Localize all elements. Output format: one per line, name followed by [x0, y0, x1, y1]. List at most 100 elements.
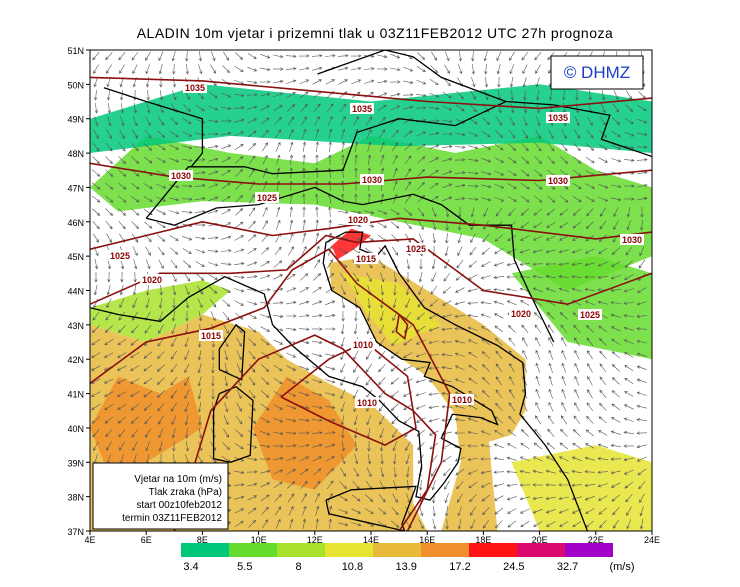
lat-label: 39N — [67, 458, 84, 468]
lon-label: 4E — [84, 535, 95, 545]
isobar — [395, 313, 409, 341]
watermark-box — [550, 55, 644, 90]
isobar-label: 1010 — [357, 398, 377, 408]
colorbar-label: 24.5 — [503, 561, 524, 573]
colorbar-units: (m/s) — [609, 561, 634, 573]
isobar-label-bg — [350, 103, 374, 114]
isobar — [90, 76, 652, 110]
isobar-label: 1035 — [352, 104, 372, 114]
isobar-label-bg — [546, 112, 570, 123]
isobar-label-bg — [108, 250, 132, 261]
lon-label: 12E — [307, 535, 323, 545]
isobar-label: 1010 — [452, 395, 472, 405]
isobar-label: 1020 — [142, 275, 162, 285]
lon-label: 10E — [251, 535, 267, 545]
lat-label: 51N — [67, 46, 84, 56]
wind-shading — [511, 256, 652, 360]
coastline — [218, 323, 246, 381]
isobar-label-bg — [351, 339, 375, 350]
isobar-label-bg — [255, 192, 279, 203]
wind-shading — [90, 280, 231, 342]
isobar-label: 1020 — [511, 309, 531, 319]
lon-label: 16E — [419, 535, 435, 545]
lon-label: 14E — [363, 535, 379, 545]
isobar-label: 1035 — [548, 113, 568, 123]
isobar — [280, 341, 417, 446]
colorbar-label: 10.8 — [342, 561, 363, 573]
lon-label: 18E — [475, 535, 491, 545]
lat-label: 49N — [67, 115, 84, 125]
colorbar-label: 8 — [296, 561, 302, 573]
info-line: Tlak zraka (hPa) — [149, 487, 222, 498]
lon-label: 24E — [644, 535, 660, 545]
colorbar-label: 3.4 — [183, 561, 198, 573]
colorbar-swatch — [469, 543, 517, 557]
colorbar-label: 32.7 — [557, 561, 578, 573]
map-title: ALADIN 10m vjetar i prizemni tlak u 03Z1… — [137, 25, 614, 41]
isobar-label-bg — [183, 82, 207, 93]
lon-label: 20E — [532, 535, 548, 545]
coastline — [103, 87, 204, 168]
isobar-label: 1030 — [622, 235, 642, 245]
coastline — [145, 100, 652, 219]
wind-shading — [90, 135, 652, 291]
isobar-label-bg — [546, 175, 570, 186]
isobar-label: 1025 — [580, 310, 600, 320]
colorbar-swatch — [181, 543, 229, 557]
coastline — [317, 50, 507, 103]
lat-label: 43N — [67, 321, 84, 331]
isobar-label: 1010 — [353, 340, 373, 350]
lat-label: 45N — [67, 252, 84, 262]
colorbar-swatch — [229, 543, 277, 557]
lat-label: 37N — [67, 527, 84, 537]
isobar — [90, 217, 652, 250]
colorbar-swatch — [325, 543, 373, 557]
lat-label: 41N — [67, 390, 84, 400]
isobar-label: 1030 — [548, 176, 568, 186]
isobar-label-bg — [578, 309, 602, 320]
coastline — [146, 186, 555, 343]
colorbar-swatch — [373, 543, 421, 557]
map-area: 1035 1035 1035 1030 1030 1030 1030 1025 1025 1025… — [90, 50, 652, 531]
isobar-label-bg — [355, 397, 379, 408]
colorbar-swatch — [565, 543, 613, 557]
isobar-label: 1035 — [185, 83, 205, 93]
lon-label: 22E — [588, 535, 604, 545]
isobar-label-bg — [169, 170, 193, 181]
isobar-label: 1030 — [171, 171, 191, 181]
isobar-label-bg — [140, 274, 164, 285]
info-line: termin 03Z11FEB2012 — [122, 513, 222, 524]
colorbar-swatch — [517, 543, 565, 557]
isobar — [173, 334, 437, 531]
isobar-label-bg — [404, 243, 428, 254]
isobar-label-bg — [450, 394, 474, 405]
lat-label: 50N — [67, 80, 84, 90]
watermark: © DHMZ — [564, 63, 630, 82]
isobar-label-bg — [620, 234, 644, 245]
colorbar-label: 5.5 — [237, 561, 252, 573]
colorbar-swatch — [277, 543, 325, 557]
lon-label: 6E — [141, 535, 152, 545]
isobar-label-bg — [354, 253, 378, 264]
isobar — [90, 234, 652, 306]
isobar — [90, 248, 451, 531]
coastline — [212, 385, 254, 463]
lat-label: 42N — [67, 355, 84, 365]
isobar-label: 1025 — [406, 244, 426, 254]
coastline — [325, 485, 417, 531]
isobar-label: 1030 — [362, 175, 382, 185]
isobar-label: 1015 — [201, 331, 221, 341]
colorbar-label: 17.2 — [449, 561, 470, 573]
lat-label: 48N — [67, 149, 84, 159]
lat-label: 38N — [67, 493, 84, 503]
lat-label: 44N — [67, 287, 84, 297]
wind-arrows — [90, 50, 648, 530]
info-line: start 00z10feb2012 — [136, 500, 222, 511]
lat-label: 47N — [67, 183, 84, 193]
isobar-label-bg — [346, 214, 370, 225]
isobar-label: 1025 — [110, 251, 130, 261]
wind-shading — [331, 228, 371, 260]
info-box — [92, 462, 229, 530]
isobar-label: 1020 — [348, 215, 368, 225]
